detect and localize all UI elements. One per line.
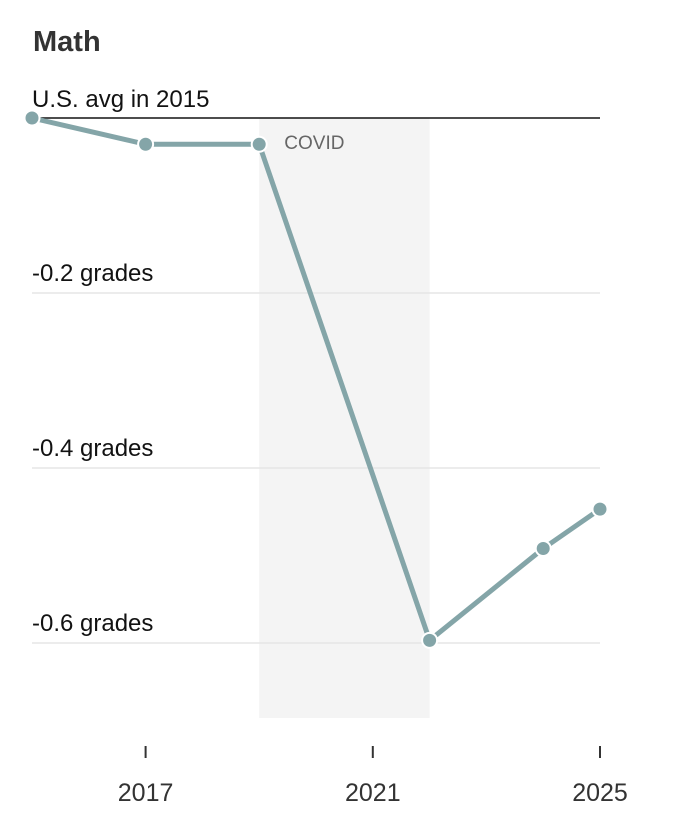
chart-title: Math — [33, 26, 101, 58]
covid-band — [259, 118, 430, 718]
data-point — [137, 135, 155, 153]
x-tick-label: 2017 — [118, 779, 174, 807]
y-tick-label: -0.6 grades — [32, 610, 153, 637]
data-point — [421, 631, 439, 649]
data-point — [23, 109, 41, 127]
series-line — [29, 115, 603, 643]
covid-band-label: COVID — [284, 133, 344, 154]
data-point — [534, 540, 552, 557]
data-point — [591, 500, 609, 518]
x-tick-label: 2021 — [345, 779, 401, 807]
data-point — [250, 135, 268, 153]
y-tick-label: -0.4 grades — [32, 435, 153, 462]
plot-area: COVID -0.2 grades -0.4 grades -0.6 grades U.… — [23, 86, 628, 807]
x-tick-label: 2025 — [572, 779, 628, 807]
baseline-label: U.S. avg in 2015 — [32, 86, 209, 113]
y-tick-label: -0.2 grades — [32, 260, 153, 287]
